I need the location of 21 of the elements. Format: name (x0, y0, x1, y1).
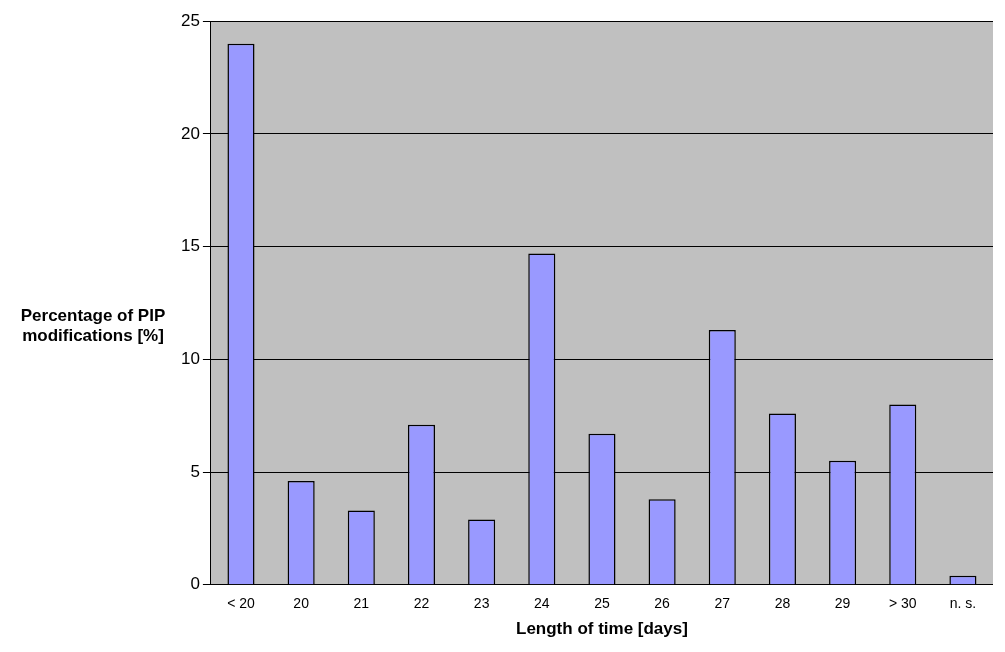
x-tick-label: 21 (353, 595, 370, 612)
x-axis-title: Length of time [days] (516, 619, 688, 639)
x-tick-label: 23 (473, 595, 490, 612)
y-tick-label: 20 (180, 123, 200, 143)
x-tick-label: 20 (293, 595, 310, 612)
y-tick-label: 15 (180, 236, 200, 256)
y-axis-title: Percentage of PIP modifications [%] (19, 306, 167, 346)
x-tick-label: 26 (654, 595, 671, 612)
x-tick-label: 25 (594, 595, 610, 612)
x-tick-label: 24 (534, 595, 550, 612)
x-tick-label: < 20 (227, 595, 256, 612)
x-tick-label: 27 (714, 595, 731, 612)
x-tick-label: 28 (774, 595, 791, 612)
y-tick-label: 25 (180, 10, 200, 30)
y-tick-label: 0 (190, 574, 200, 594)
x-tick-label: 29 (834, 595, 851, 612)
x-tick-label: n. s. (949, 595, 977, 612)
y-tick-label: 10 (180, 349, 200, 369)
y-tick-label: 5 (190, 461, 200, 481)
x-tick-label: > 30 (888, 595, 917, 612)
x-tick-label: 22 (413, 595, 430, 612)
